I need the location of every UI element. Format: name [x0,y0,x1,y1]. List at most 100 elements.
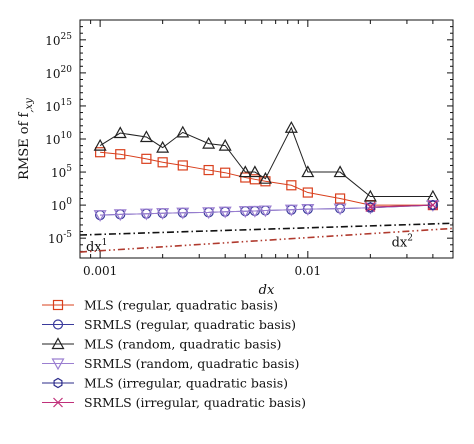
data-point [176,125,190,138]
y-tick-label: 1010 [45,131,72,147]
data-point [427,200,438,211]
reference-line-label: dx2 [392,233,413,250]
data-point [115,149,126,160]
plot-area [79,19,454,259]
series-6 [365,200,438,213]
data-point [284,121,298,133]
legend-marker-stroke [53,397,63,408]
reference-line-1 [79,222,454,236]
legend-marker [53,397,63,408]
data-point [176,207,190,220]
y-tick-base: 10 [45,67,60,81]
legend-marker [52,319,64,330]
y-tick-label: 1025 [45,32,72,48]
data-point [202,207,216,220]
data-point [365,202,376,213]
y-axis-title: RMSE of f,xy [17,98,35,180]
data-point [333,203,347,216]
data-point [220,167,231,178]
y-axis-title-main: RMSE of f [17,111,32,179]
data-point [248,165,262,178]
data-point [156,208,170,220]
y-tick-base: 10 [45,34,60,48]
y-tick-exponent: 20 [61,65,73,75]
data-point [302,187,313,198]
data-point [139,208,153,221]
legend-marker [51,358,65,371]
series-line [100,204,433,216]
y-tick-base: 10 [51,199,66,213]
y-tick-base: 10 [45,133,60,147]
data-point [301,165,315,178]
y-tick-exponent: -5 [63,230,72,240]
y-tick-label: 1015 [45,98,72,114]
data-point [202,136,216,149]
data-point [139,130,153,143]
data-point [238,206,252,218]
y-tick-label: 105 [51,164,72,180]
y-axis-title-subscript: ,xy [24,98,35,113]
y-tick-exponent: 0 [66,197,72,207]
data-point [95,147,106,158]
data-point [363,189,377,202]
y-tick-exponent: 5 [66,164,72,174]
y-tick-label: 1020 [45,65,72,81]
data-point [93,138,107,151]
data-point [334,193,346,204]
data-point [218,138,232,151]
y-tick-base: 10 [48,232,63,246]
legend-item: MLS (irregular, quadratic basis) [42,376,288,391]
data-point [141,153,152,164]
reference-line-label-base: dx [392,235,408,250]
x-axis-title: dx [259,283,275,298]
legend-item: SRMLS (random, quadratic basis) [42,356,299,371]
y-tick-exponent: 25 [61,32,73,42]
data-point [365,201,375,213]
data-point-stroke [427,200,438,211]
y-tick-base: 10 [45,100,60,114]
legend-item: MLS (regular, quadratic basis) [42,298,278,313]
series-1 [95,147,438,211]
reference-line-2 [79,227,454,253]
data-point [258,205,272,218]
data-point [248,205,262,218]
legend-label: SRMLS (regular, quadratic basis) [84,317,296,332]
reference-line-label-exponent: 1 [102,238,108,248]
data-point [238,165,252,178]
plot-frame [79,19,454,259]
y-tick-label: 100 [51,197,72,213]
legend-marker [51,337,65,350]
data-point-stroke [365,202,376,213]
legend-item: SRMLS (irregular, quadratic basis) [42,395,306,410]
reference-line-label: dx1 [86,238,107,255]
data-point [156,140,170,153]
legend-label: MLS (irregular, quadratic basis) [84,376,288,391]
data-point [249,174,260,185]
y-tick-base: 10 [51,166,66,180]
legend-label: SRMLS (random, quadratic basis) [84,356,299,371]
legend-label: MLS (random, quadratic basis) [84,337,281,352]
data-point [177,160,188,171]
data-point [284,204,298,217]
data-point [333,165,347,178]
series-layer [93,121,440,222]
data-point [258,171,272,184]
x-tick-label: 0.001 [83,264,117,278]
legend-marker [52,299,64,311]
data-point [113,126,127,139]
legend-item: SRMLS (regular, quadratic basis) [42,317,296,332]
data-point [286,180,297,191]
data-point [218,206,232,219]
series-line [370,204,433,208]
legend: MLS (regular, quadratic basis) SRMLS (reg… [42,298,306,410]
reference-line-label-base: dx [86,240,102,255]
reference-lines: dx1 dx2 [79,222,454,255]
data-point [428,199,438,211]
series-line [100,151,433,206]
series-4 [93,200,440,222]
y-tick-exponent: 15 [61,98,73,108]
reference-line-label-exponent: 2 [407,233,413,243]
y-tick-label: 10-5 [48,230,72,246]
